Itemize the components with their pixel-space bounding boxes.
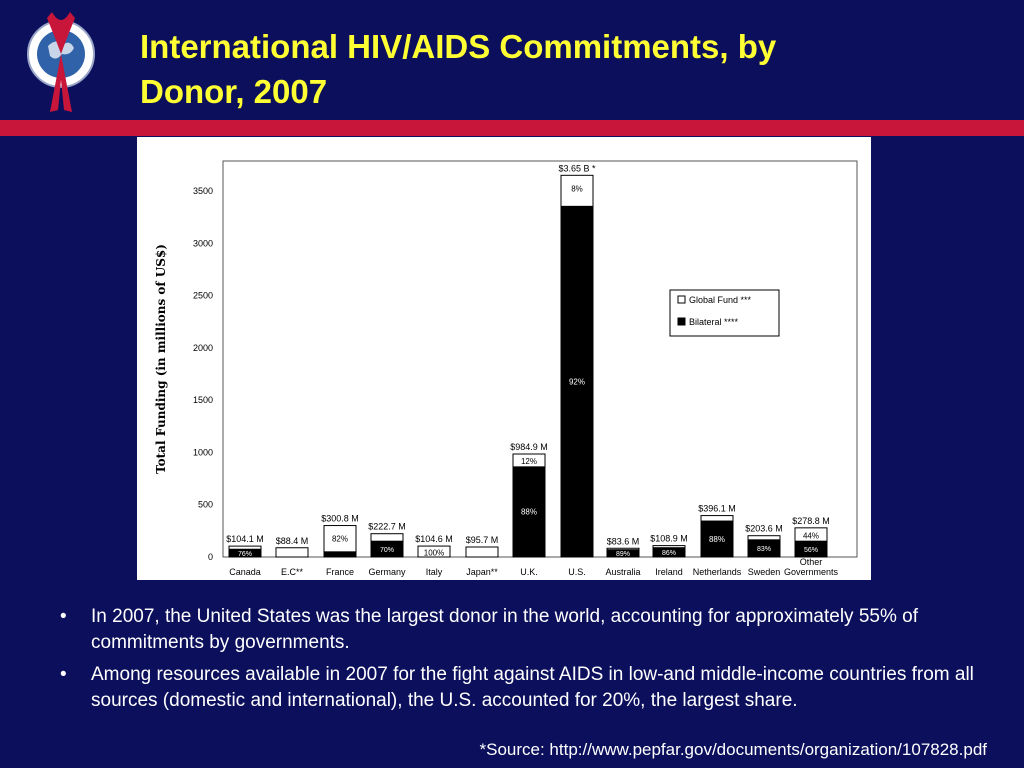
bar-bilateral-pct: 88% [521,508,537,517]
bar-bilateral-pct: 76% [238,551,252,558]
bar-bilateral-pct: 86% [662,550,676,557]
source-note: *Source: http://www.pepfar.gov/documents… [479,740,988,759]
bar-bilateral [653,547,685,557]
y-tick-label: 3000 [193,238,213,248]
bar-total-label: $104.1 M [226,534,264,544]
globe-seal-with-red-ribbon-icon [27,12,95,112]
x-tick-label: Italy [426,567,443,577]
bar-total-label: $88.4 M [276,536,309,546]
y-axis-label: Total Funding (in millions of US$) [154,244,168,474]
bullet-list: In 2007, the United States was the large… [60,604,980,720]
bar-global-fund [275,547,309,558]
bar-total-label: $203.6 M [745,524,783,534]
bar-total-label: $104.6 M [415,534,453,544]
bar-bilateral-pct: 70% [380,547,394,554]
x-tick-label: Australia [605,567,640,577]
bar-global-fund-pct: 100% [424,549,444,558]
bar-total-label: $396.1 M [698,504,736,514]
bar-global-fund [417,545,451,558]
bar-bilateral [229,548,261,557]
x-tick-label: Sweden [748,567,781,577]
bar-total-label: $222.7 M [368,522,406,532]
bar-bilateral [371,540,403,557]
x-tick-label: Other [800,557,823,567]
title-line-1: International HIV/AIDS Commitments, by [140,28,777,65]
legend-swatch [677,317,686,326]
bar-total-label: $3.65 B * [558,163,596,173]
accent-bar [0,120,1024,136]
page-title: International HIV/AIDS Commitments, by D… [140,24,1000,114]
bar-bilateral-pct: 89% [616,551,630,558]
bar-global-fund-pct: 8% [571,184,583,193]
bullet-item: In 2007, the United States was the large… [60,604,980,656]
x-tick-label: Ireland [655,567,683,577]
bar-bilateral [748,539,780,557]
bar-bilateral [561,205,593,557]
y-tick-label: 1500 [193,395,213,405]
y-tick-label: 3500 [193,186,213,196]
bar-global-fund-pct: 44% [803,531,819,540]
bar-total-label: $95.7 M [466,535,499,545]
bar-bilateral-pct: 92% [569,377,585,386]
y-tick-label: 0 [208,552,213,562]
bar-bilateral [795,540,827,557]
bar-total-label: $83.6 M [607,536,640,546]
bar-bilateral-pct: 88% [709,535,725,544]
y-tick-label: 1000 [193,447,213,457]
x-tick-label: U.K. [520,567,538,577]
bar-bilateral [607,549,639,557]
bar-chart: 0 500 1000 1500 2000 2500 3000 3500 Total Fundin… [154,160,858,577]
bar-total-label: $300.8 M [321,514,359,524]
x-tick-label: U.S. [568,567,586,577]
y-tick-label: 2500 [193,291,213,301]
x-tick-label: Germany [368,567,406,577]
x-tick-label: France [326,567,354,577]
bar-bilateral [513,466,545,557]
x-tick-label: Governments [784,567,839,577]
x-tick-label: Canada [229,567,261,577]
bar-global-fund-pct: 12% [521,457,537,466]
bullet-item: Among resources available in 2007 for th… [60,662,980,714]
x-tick-label: E.C** [281,567,304,577]
legend-box [669,289,780,337]
legend-label: Bilateral **** [689,317,739,327]
x-tick-label: Japan** [466,567,498,577]
x-tick-label: Netherlands [693,567,742,577]
y-tick-label: 2000 [193,343,213,353]
chart-panel: 0 500 1000 1500 2000 2500 3000 3500 Total Fundin… [137,137,871,580]
title-line-2: Donor, 2007 [140,73,328,110]
y-tick-label: 500 [198,500,213,510]
bar-total-label: $108.9 M [650,534,688,544]
bar-bilateral-pct: 83% [757,546,771,553]
bar-bilateral-pct: 56% [804,547,818,554]
bar-global-fund [465,546,499,558]
bar-global-fund-pct: 82% [332,535,348,544]
bar-total-label: $278.8 M [792,516,830,526]
legend-swatch [677,295,686,304]
bar-bilateral [324,551,356,557]
bar-total-label: $984.9 M [510,442,548,452]
legend-label: Global Fund *** [689,295,752,305]
bar-bilateral [701,520,733,557]
